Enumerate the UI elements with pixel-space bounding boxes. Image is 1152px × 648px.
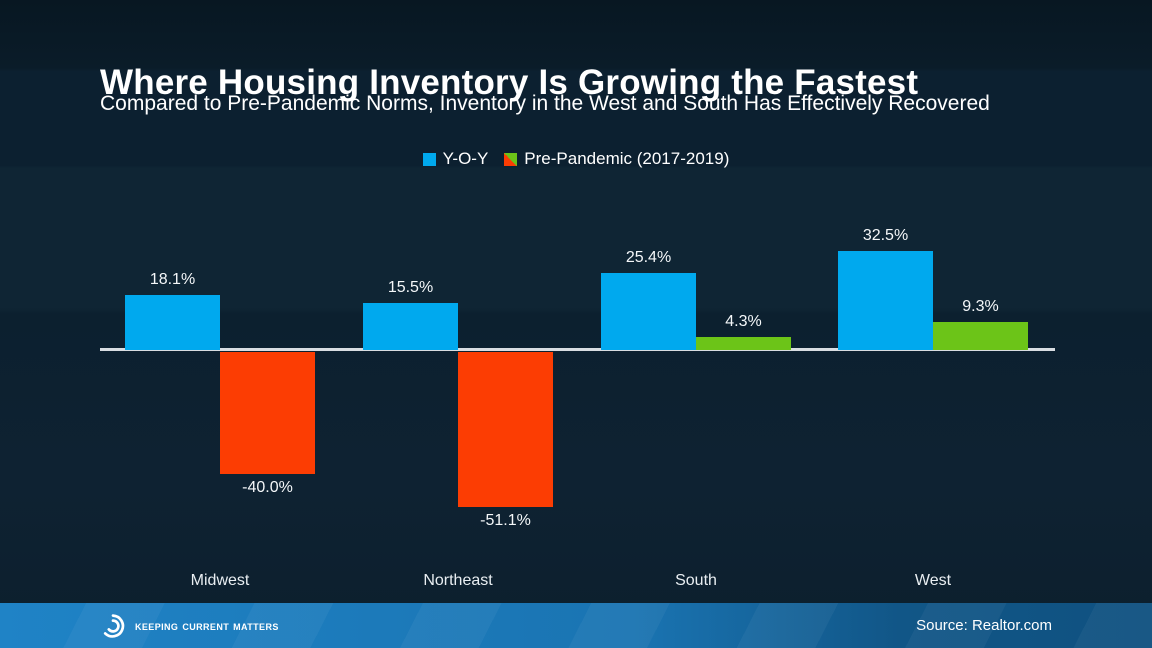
chart-area: 18.1% -40.0% Midwest 15.5% -51.1% Northeast 25… xyxy=(100,200,1055,595)
kcm-swirl-logo-icon xyxy=(103,613,125,638)
source-text: Source: Realtor.com xyxy=(916,617,1052,634)
chart-legend: Y-O-Y Pre-Pandemic (2017-2019) xyxy=(0,149,1152,169)
category-label-northeast: Northeast xyxy=(423,572,493,589)
bar-prepandemic-midwest xyxy=(220,352,315,474)
bar-prepandemic-west-label: 9.3% xyxy=(962,298,999,315)
bar-prepandemic-west xyxy=(933,322,1028,350)
brand-name: Keeping Current Matters xyxy=(135,618,279,633)
legend-label-prepandemic: Pre-Pandemic (2017-2019) xyxy=(524,149,730,168)
footer-bar: Keeping Current Matters Source: Realtor.… xyxy=(0,603,1152,648)
category-label-south: South xyxy=(675,572,717,589)
bar-yoy-south-label: 25.4% xyxy=(625,249,672,266)
bar-prepandemic-south-label: 4.3% xyxy=(725,313,762,330)
brand-lockup: Keeping Current Matters xyxy=(100,613,279,639)
bar-prepandemic-northeast xyxy=(458,352,553,507)
bar-yoy-midwest-label: 18.1% xyxy=(149,271,196,288)
page-title: Where Housing Inventory Is Growing the F… xyxy=(100,63,919,103)
category-label-midwest: Midwest xyxy=(190,572,250,589)
bar-yoy-west-label: 32.5% xyxy=(862,227,909,244)
legend-label-yoy: Y-O-Y xyxy=(442,149,489,168)
bar-yoy-midwest xyxy=(125,295,220,350)
bar-yoy-south xyxy=(601,273,696,350)
legend-item-prepandemic: Pre-Pandemic (2017-2019) xyxy=(504,149,729,169)
bar-yoy-west xyxy=(838,251,933,350)
bar-prepandemic-midwest-label: -40.0% xyxy=(242,479,293,496)
page-subtitle: Compared to Pre-Pandemic Norms, Inventor… xyxy=(100,92,990,115)
bar-yoy-northeast xyxy=(363,303,458,350)
bar-prepandemic-south xyxy=(696,337,791,350)
legend-swatch-prepandemic-icon xyxy=(504,152,518,166)
legend-item-yoy: Y-O-Y xyxy=(422,149,489,169)
category-label-west: West xyxy=(914,572,952,589)
bar-yoy-northeast-label: 15.5% xyxy=(387,279,434,296)
axis-baseline xyxy=(100,348,1055,351)
legend-swatch-yoy-icon xyxy=(422,152,436,166)
bar-prepandemic-northeast-label: -51.1% xyxy=(480,512,531,529)
